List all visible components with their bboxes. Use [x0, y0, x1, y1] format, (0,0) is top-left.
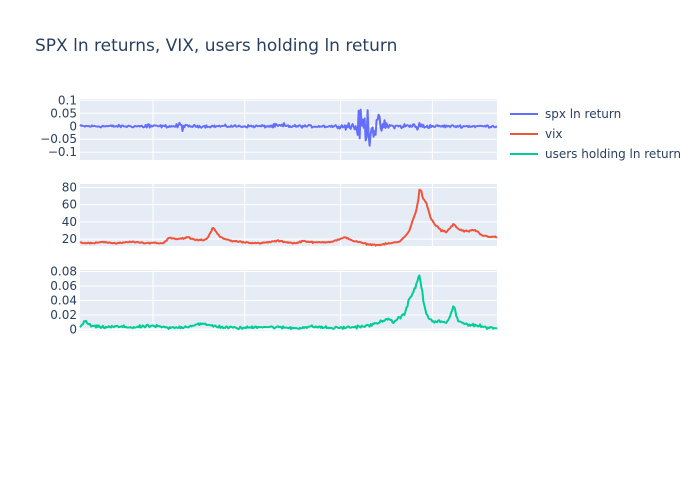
y-tick-label: 0 [69, 119, 77, 133]
y-tick-label: 40 [62, 215, 77, 229]
y-tick-label: 0.1 [58, 93, 77, 107]
subplot-2: 80 60 40 20 [62, 180, 498, 247]
y-tick-label: 0.06 [50, 279, 77, 293]
subplot-1: 0.10.050−0.05−0.1 [40, 93, 498, 160]
y-tick-label: 20 [62, 232, 77, 246]
y-tick-label: 60 [62, 198, 77, 212]
plot-area [80, 99, 497, 160]
series-line-2 [79, 188, 498, 247]
legend-item[interactable]: vix [510, 127, 563, 141]
subplot-3: 0.080.060.040.020 [50, 264, 498, 337]
legend-label: users holding ln return [545, 147, 681, 161]
y-tick-label: 0.04 [50, 294, 77, 308]
plot-area [80, 184, 497, 246]
y-tick-label: −0.1 [48, 145, 77, 159]
chart-title: SPX ln returns, VIX, users holding ln re… [35, 36, 397, 56]
series-line-1 [79, 108, 498, 147]
y-tick-label: 80 [62, 180, 77, 194]
legend[interactable]: spx ln return vix users holding ln return [510, 107, 681, 161]
series-line-3 [79, 274, 498, 331]
y-tick-label: 0.05 [50, 106, 77, 120]
legend-item[interactable]: users holding ln return [510, 147, 681, 161]
y-tick-label: 0.02 [50, 308, 77, 322]
y-tick-label: 0 [69, 323, 77, 337]
legend-label: spx ln return [545, 107, 621, 121]
y-tick-label: 0.08 [50, 264, 77, 278]
subplots: 0.10.050−0.05−0.1806040200.080.060.040.0… [40, 93, 498, 337]
legend-item[interactable]: spx ln return [510, 107, 621, 121]
y-tick-label: −0.05 [40, 132, 77, 146]
legend-label: vix [545, 127, 563, 141]
